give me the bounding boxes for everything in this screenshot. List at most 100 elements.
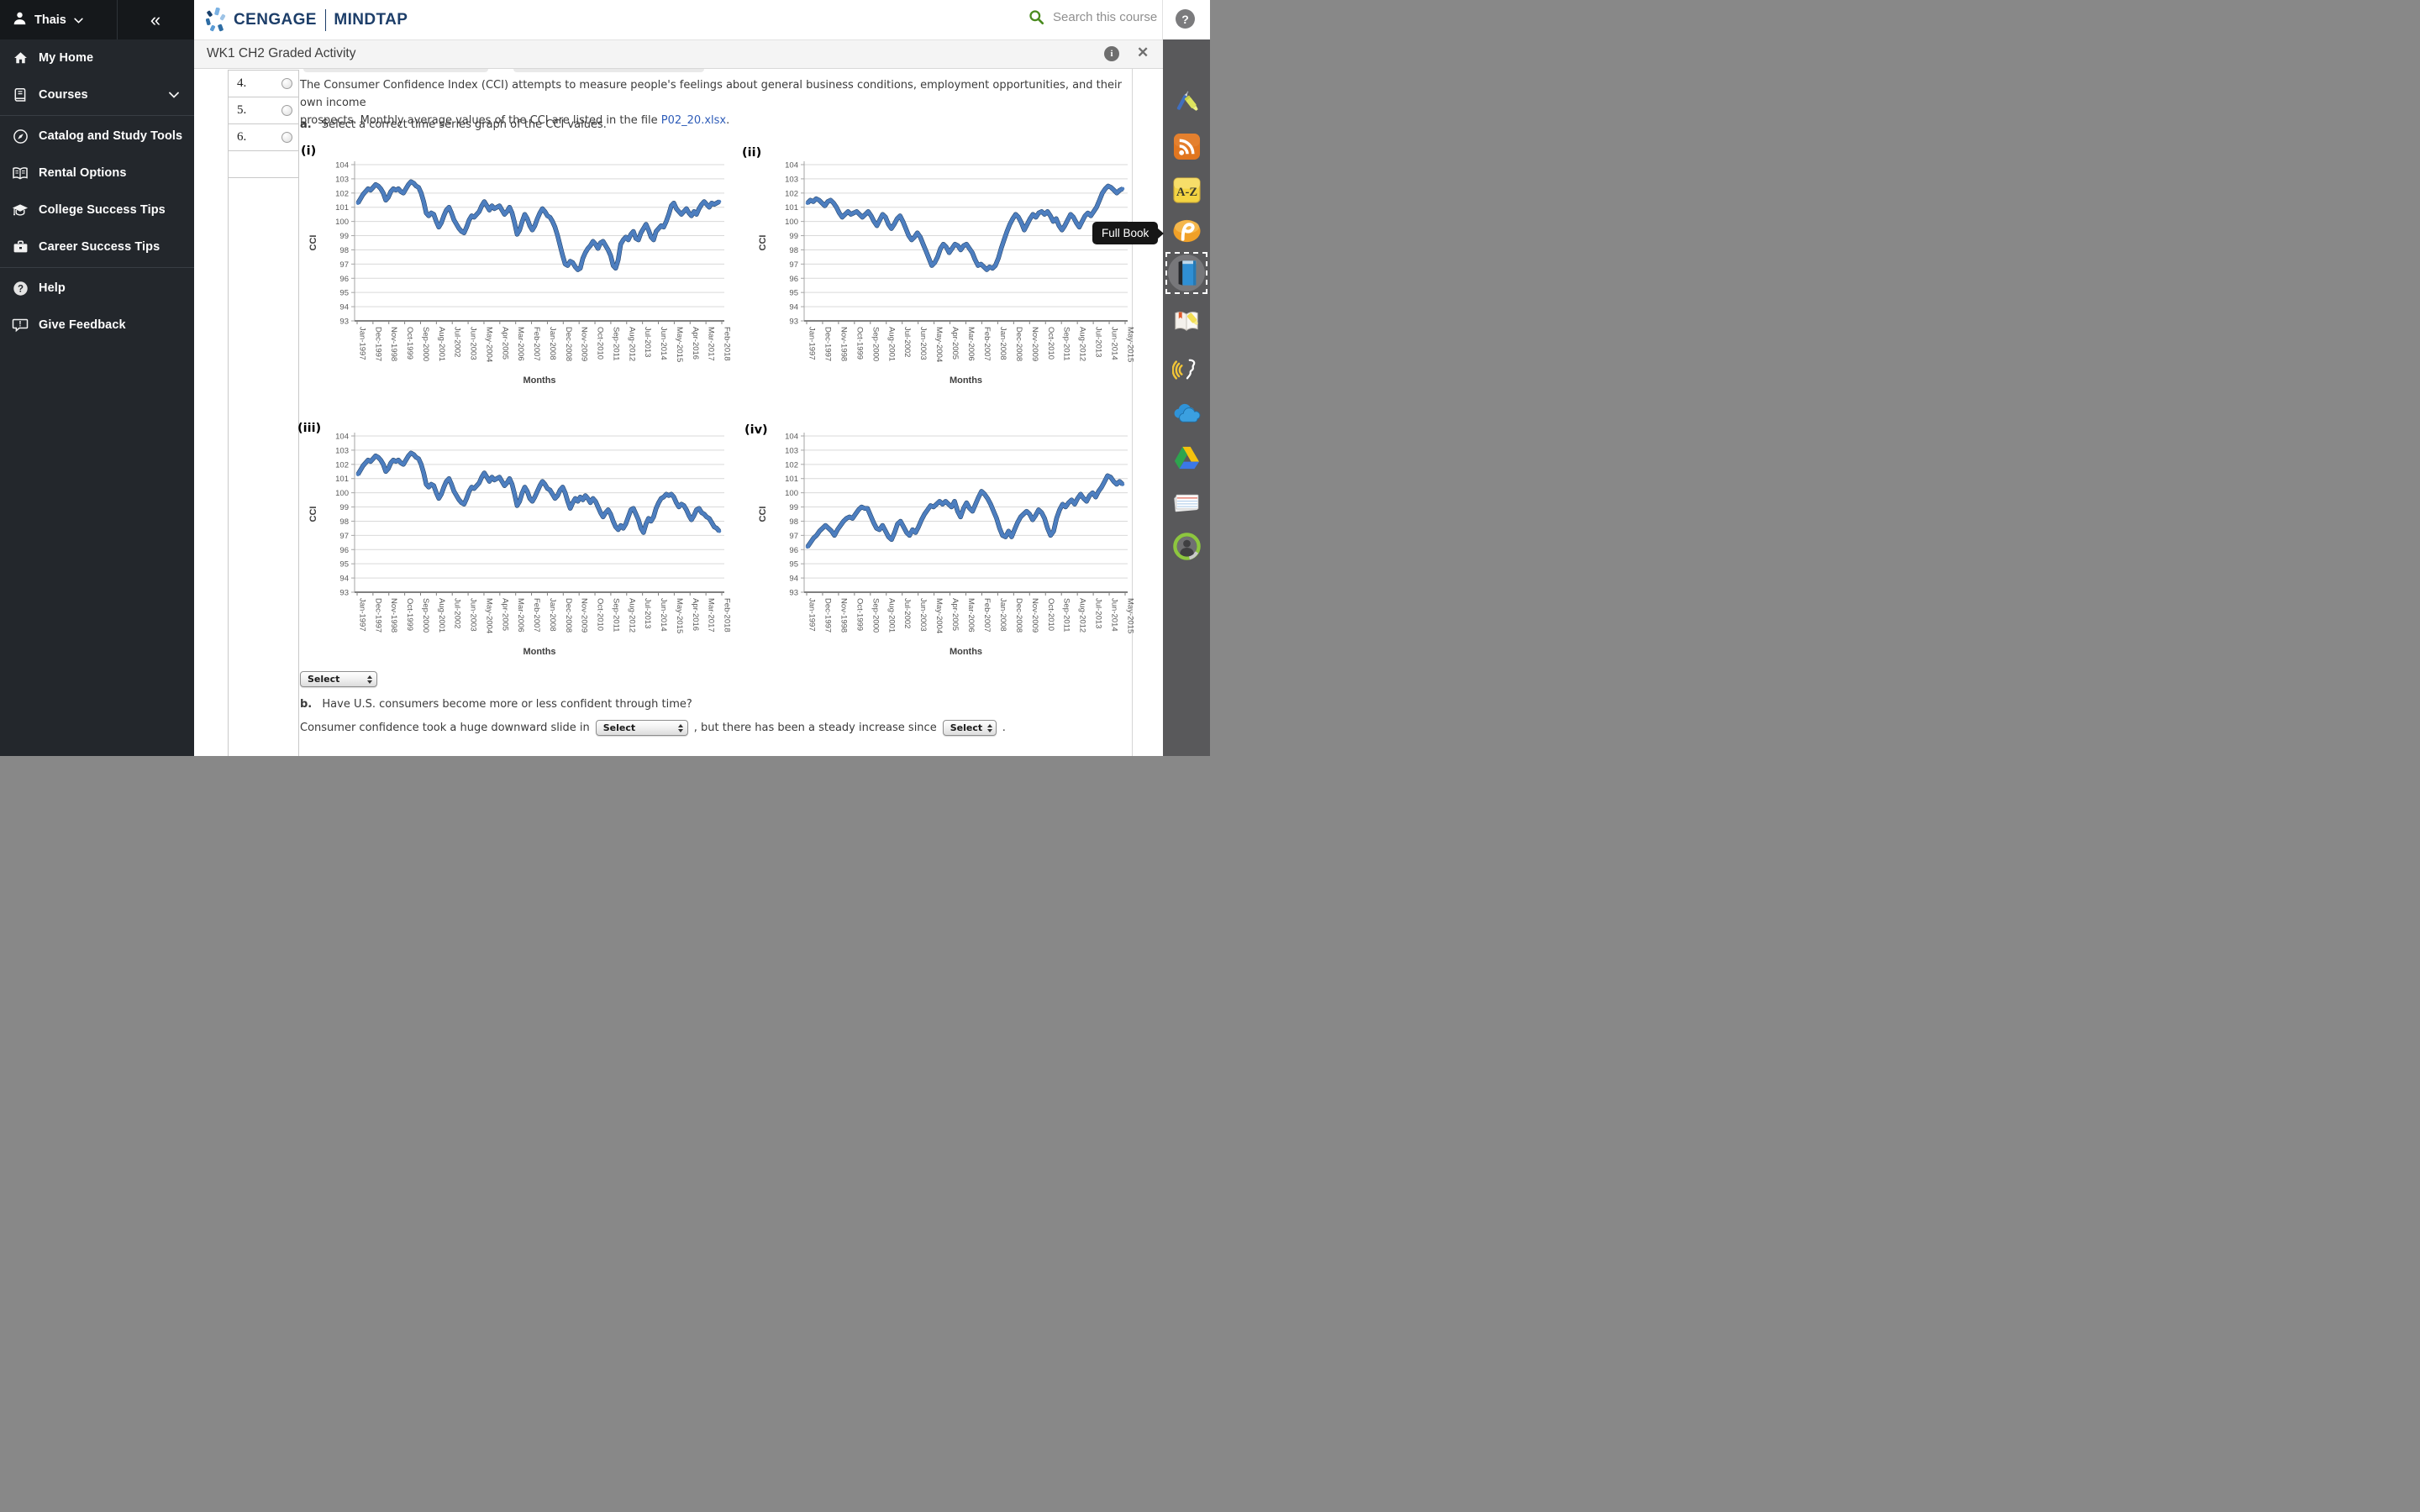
question-radio[interactable]: [281, 105, 292, 116]
cloud-icon[interactable]: [1171, 398, 1202, 428]
svg-text:96: 96: [789, 546, 798, 555]
az-icon[interactable]: A-Z: [1171, 175, 1202, 205]
svg-text:May-2015: May-2015: [1126, 327, 1135, 362]
answer-select-b1[interactable]: Select: [595, 720, 688, 736]
collapse-sidebar-button[interactable]: «: [150, 8, 161, 30]
pronunciation-icon[interactable]: [1171, 216, 1202, 246]
svg-text:Mar-2006: Mar-2006: [966, 598, 976, 633]
course-search[interactable]: Search this course: [1028, 9, 1157, 25]
intro-line1: The Consumer Confidence Index (CCI) atte…: [300, 79, 1122, 109]
answer-select-a[interactable]: Select: [300, 671, 377, 687]
svg-text:Dec-2008: Dec-2008: [564, 598, 573, 633]
svg-text:98: 98: [789, 246, 798, 255]
user-menu[interactable]: Thais «: [0, 0, 194, 39]
svg-text:Oct-2010: Oct-2010: [1046, 327, 1055, 360]
profile-icon[interactable]: [1171, 531, 1202, 561]
svg-text:94: 94: [339, 303, 349, 312]
svg-text:99: 99: [789, 503, 798, 512]
chart-iv-label: (iv): [744, 423, 768, 437]
chart-ii[interactable]: 93 94 95 96 97 98 99 100 101 102 103 104 Jan-1997 Dec…: [752, 155, 1138, 394]
college-icon: [12, 202, 29, 218]
svg-text:Apr-2005: Apr-2005: [950, 598, 960, 631]
svg-text:Nov-1998: Nov-1998: [389, 327, 398, 361]
svg-text:102: 102: [785, 189, 798, 198]
svg-text:96: 96: [339, 546, 349, 555]
chart-iv[interactable]: 93 94 95 96 97 98 99 100 101 102 103 104 Jan-1997 Dec…: [752, 426, 1138, 665]
select-arrows-icon: [367, 675, 372, 684]
fill-mid: , but there has been a steady increase s…: [693, 722, 937, 734]
answer-select-b2[interactable]: Select: [942, 720, 997, 736]
svg-text:97: 97: [339, 260, 349, 270]
sidebar-item-label: My Home: [39, 51, 94, 65]
question-radio[interactable]: [281, 78, 292, 89]
top-header: CENGAGE MINDTAP Search this course ?: [194, 0, 1210, 40]
scroll-remnant: [303, 68, 488, 72]
sidebar-item-label: Give Feedback: [39, 318, 126, 332]
part-b-fill-line: Consumer confidence took a huge downward…: [300, 720, 1006, 736]
svg-text:93: 93: [789, 589, 798, 598]
sidebar-item-college-success-tips[interactable]: College Success Tips: [0, 192, 194, 228]
svg-text:?: ?: [17, 284, 23, 294]
svg-text:Jan-2008: Jan-2008: [998, 598, 1007, 632]
svg-text:Jan-2008: Jan-2008: [548, 327, 557, 360]
part-a-text: Select a correct time series graph of th…: [321, 118, 607, 131]
sidebar-item-give-feedback[interactable]: ! Give Feedback: [0, 307, 194, 344]
help-icon: ?: [12, 280, 29, 297]
svg-text:Mar-2006: Mar-2006: [516, 327, 525, 361]
part-a-label: a.: [300, 118, 312, 131]
activity-content: 4. 5. 6. The Consumer Confidence Index (CC…: [194, 68, 1163, 756]
chart-iii[interactable]: 93 94 95 96 97 98 99 100 101 102 103 104 Jan-1997 Dec…: [302, 426, 734, 665]
svg-text:CCI: CCI: [758, 235, 768, 251]
flashcards-icon[interactable]: [1171, 487, 1202, 517]
svg-text:Sep-2011: Sep-2011: [611, 327, 620, 361]
sidebar-item-help[interactable]: ? Help: [0, 270, 194, 307]
svg-text:104: 104: [785, 161, 798, 171]
google-drive-icon[interactable]: [1171, 442, 1202, 472]
brand-divider: [324, 8, 327, 31]
activity-info-icon[interactable]: i: [1104, 46, 1119, 61]
svg-text:May-2004: May-2004: [484, 327, 493, 362]
sidebar-item-label: Help: [39, 281, 66, 295]
sidebar-item-courses[interactable]: Courses: [0, 76, 194, 113]
help-button[interactable]: ?: [1176, 9, 1195, 29]
sidebar-item-career-success-tips[interactable]: Career Success Tips: [0, 228, 194, 265]
cengage-mindtap-logo: CENGAGE MINDTAP: [206, 8, 408, 32]
svg-text:Jun-2003: Jun-2003: [918, 598, 928, 632]
svg-text:Dec-2008: Dec-2008: [1014, 327, 1023, 361]
svg-text:Nov-1998: Nov-1998: [839, 598, 848, 633]
svg-text:Aug-2012: Aug-2012: [627, 598, 636, 633]
data-file-link[interactable]: P02_20.xlsx: [660, 114, 727, 127]
svg-text:104: 104: [785, 433, 798, 442]
activity-close-icon[interactable]: ✕: [1137, 45, 1150, 60]
svg-text:Nov-2009: Nov-2009: [1030, 598, 1039, 633]
svg-text:CCI: CCI: [308, 235, 318, 251]
rss-icon[interactable]: [1171, 131, 1202, 161]
svg-text:93: 93: [789, 318, 798, 327]
speech-icon[interactable]: [1171, 354, 1202, 385]
svg-text:May-2015: May-2015: [675, 327, 684, 362]
full-book-icon[interactable]: [1171, 258, 1202, 288]
svg-text:Jan-1997: Jan-1997: [808, 598, 817, 632]
sidebar-item-rental-options[interactable]: Rental Options: [0, 155, 194, 192]
part-b-text: Have U.S. consumers become more or less …: [322, 698, 692, 711]
svg-text:Jul-2002: Jul-2002: [453, 327, 462, 357]
question-list-panel: 4. 5. 6.: [228, 70, 299, 756]
sidebar-item-catalog-and-study-tools[interactable]: Catalog and Study Tools: [0, 118, 194, 155]
svg-text:Dec-1997: Dec-1997: [823, 327, 832, 361]
svg-text:Months: Months: [950, 647, 982, 657]
chart-i[interactable]: 93 94 95 96 97 98 99 100 101 102 103 104 Jan-1997 Dec…: [302, 155, 734, 394]
svg-text:Sep-2000: Sep-2000: [421, 327, 430, 361]
book-highlighter-icon[interactable]: [1171, 304, 1202, 334]
sidebar-item-label: Rental Options: [39, 166, 127, 180]
left-sidebar: Thais « My Home Courses Catalog and Study …: [0, 0, 194, 756]
pen-highlighter-icon[interactable]: [1171, 88, 1202, 118]
svg-text:Aug-2001: Aug-2001: [886, 327, 896, 361]
sidebar-item-my-home[interactable]: My Home: [0, 39, 194, 76]
question-radio[interactable]: [281, 132, 292, 143]
question-list-row: 5.: [229, 97, 298, 124]
full-book-highlight: [1165, 252, 1207, 294]
question-list-row-empty: [229, 151, 298, 178]
user-avatar-icon: [12, 10, 28, 30]
chart-i-label: (i): [301, 144, 317, 158]
svg-text:102: 102: [335, 460, 349, 470]
